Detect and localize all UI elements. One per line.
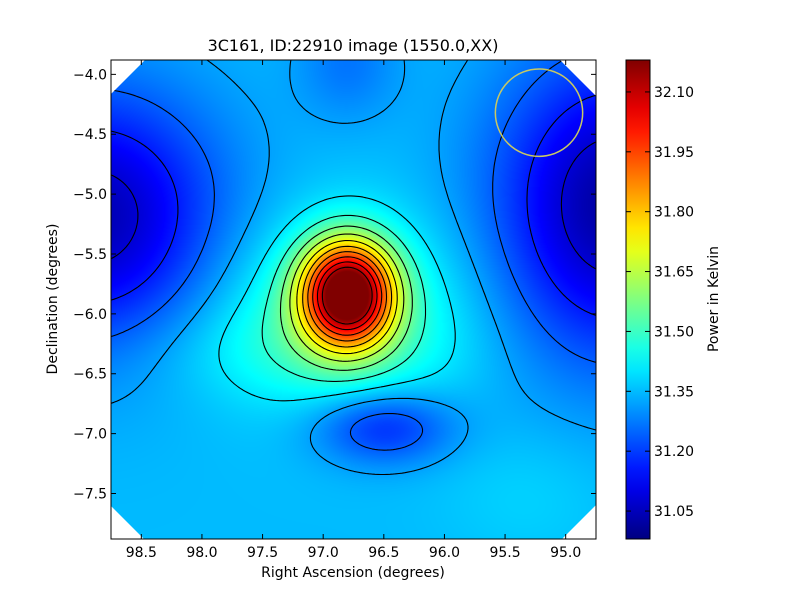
colorbar-tick-label: 31.20 bbox=[654, 444, 694, 460]
contour-line bbox=[312, 256, 383, 336]
plot-frame bbox=[110, 59, 597, 540]
contour-line bbox=[307, 251, 388, 342]
colorbar-tick-label: 31.50 bbox=[654, 324, 694, 340]
contour-line bbox=[289, 233, 405, 362]
colorbar-tick-label: 31.05 bbox=[654, 504, 694, 520]
contour-lines bbox=[111, 60, 596, 476]
colorbar-ticks: 31.05 31.20 31.35 31.50 31.65 31.80 31.95 32.10 bbox=[626, 85, 694, 520]
contour-line bbox=[321, 266, 373, 325]
contour-line bbox=[111, 60, 596, 451]
y-tick-label: −7.5 bbox=[73, 486, 107, 502]
x-tick-label: 96.0 bbox=[429, 545, 460, 561]
colorbar-tick-label: 31.65 bbox=[654, 265, 694, 281]
beam-circle bbox=[494, 68, 584, 158]
y-tick-label: −7.0 bbox=[73, 427, 107, 443]
y-axis-label: Declination (degrees) bbox=[45, 224, 61, 375]
x-tick-label: 95.0 bbox=[550, 545, 581, 561]
colorbar-label: Power in Kelvin bbox=[706, 246, 722, 352]
y-tick-label: −5.5 bbox=[73, 247, 107, 263]
contour-line bbox=[111, 141, 596, 270]
y-tick-label: −5.0 bbox=[73, 187, 107, 203]
colorbar: 31.05 31.20 31.35 31.50 31.65 31.80 31.95 32.10… bbox=[625, 59, 722, 540]
colorbar-tick-label: 32.10 bbox=[654, 85, 694, 101]
colorbar-tick-label: 31.80 bbox=[654, 205, 694, 221]
contour-line bbox=[296, 239, 398, 355]
colorbar-tick-label: 31.35 bbox=[654, 384, 694, 400]
plot-area bbox=[110, 59, 597, 540]
contour-line bbox=[261, 214, 427, 382]
x-tick-label: 95.5 bbox=[489, 545, 520, 561]
contour-line bbox=[218, 195, 456, 402]
x-tick-label: 97.0 bbox=[308, 545, 339, 561]
x-axis: 98.5 98.0 97.5 97.0 96.5 96.0 95.5 95.0 bbox=[126, 60, 581, 561]
y-axis: −4.0 −4.5 −5.0 −5.5 −6.0 −6.5 −7.0 −7.5 bbox=[73, 67, 596, 502]
x-tick-label: 98.5 bbox=[126, 545, 157, 561]
y-tick-label: −4.5 bbox=[73, 127, 107, 143]
contour-line bbox=[302, 245, 393, 348]
contour-line bbox=[111, 94, 596, 317]
colorbar-fill bbox=[625, 59, 651, 540]
y-tick-label: −6.0 bbox=[73, 307, 107, 323]
contour-line bbox=[279, 225, 413, 371]
colorbar-tick-label: 31.95 bbox=[654, 145, 694, 161]
chart-title: 3C161, ID:22910 image (1550.0,XX) bbox=[208, 36, 499, 55]
x-tick-label: 96.5 bbox=[368, 545, 399, 561]
x-tick-label: 97.5 bbox=[247, 545, 278, 561]
y-tick-label: −4.0 bbox=[73, 67, 107, 83]
y-tick-label: −6.5 bbox=[73, 367, 107, 383]
x-tick-label: 98.0 bbox=[186, 545, 217, 561]
x-axis-label: Right Ascension (degrees) bbox=[261, 565, 445, 581]
contour-line bbox=[316, 261, 378, 331]
